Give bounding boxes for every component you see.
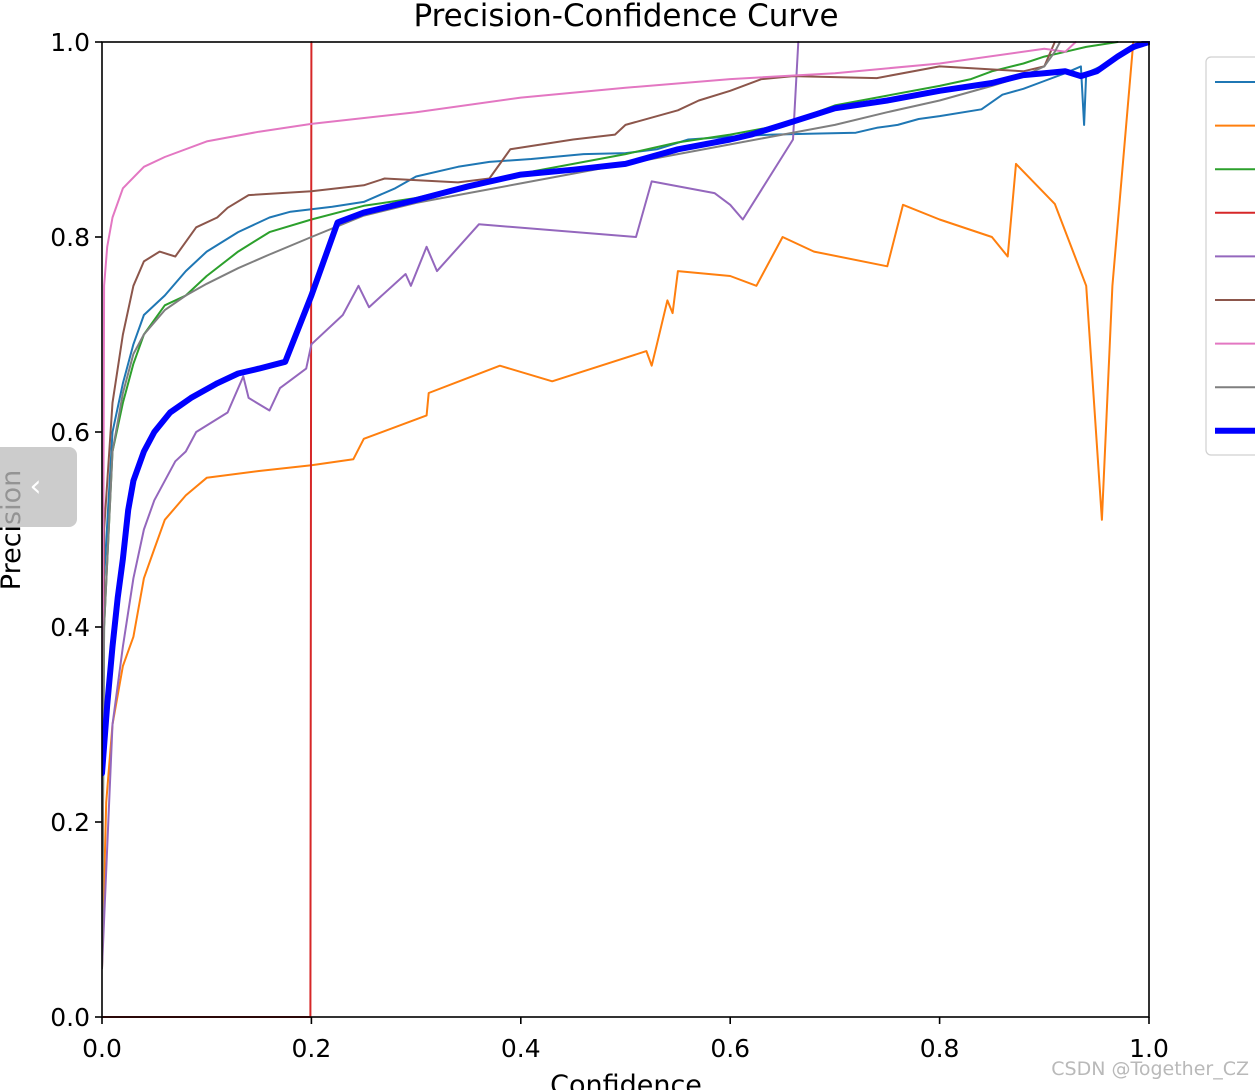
x-tick-label: 0.0 [82, 1034, 122, 1063]
collapse-panel-button[interactable]: ‹ [0, 447, 77, 527]
x-axis-label: Confidence [550, 1070, 702, 1090]
series-line-6 [102, 41, 1056, 970]
series-line-5 [102, 41, 800, 970]
y-tick-label: 0.4 [50, 613, 90, 642]
axis-ticks: 0.0 0.2 0.4 0.6 0.8 1.0 0.0 0.2 0.4 0.6 0.8 1.0 [50, 28, 1169, 1063]
series-layer [102, 41, 1150, 1018]
x-tick-label: 0.4 [501, 1034, 541, 1063]
chart-title: Precision-Confidence Curve [413, 0, 838, 34]
series-line-4 [102, 41, 313, 1018]
x-tick-label: 1.0 [1129, 1034, 1169, 1063]
x-tick-label: 0.2 [292, 1034, 332, 1063]
x-tick-label: 0.6 [710, 1034, 750, 1063]
x-tick-label: 0.8 [920, 1034, 960, 1063]
series-line-2 [102, 41, 1135, 970]
legend [1205, 56, 1255, 456]
y-tick-label: 1.0 [50, 28, 90, 57]
y-tick-label: 0.6 [50, 418, 90, 447]
series-line-9 [102, 41, 1150, 777]
y-tick-label: 0.2 [50, 808, 90, 837]
chevron-left-icon: ‹ [29, 469, 42, 504]
watermark: CSDN @Together_CZ [1051, 1058, 1249, 1080]
y-tick-label: 0.0 [50, 1003, 90, 1032]
series-line-3 [102, 41, 1119, 970]
series-line-7 [102, 41, 1077, 970]
plot-frame [101, 41, 1150, 1018]
y-tick-label: 0.8 [50, 223, 90, 252]
series-line-8 [102, 41, 1061, 970]
series-line-1 [102, 41, 1150, 970]
